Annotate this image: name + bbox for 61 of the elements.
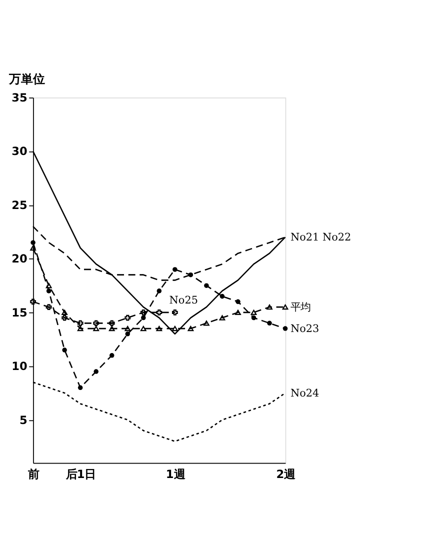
point bbox=[93, 326, 100, 332]
point bbox=[156, 288, 162, 294]
x-tick-label: 前 bbox=[26, 468, 39, 482]
point bbox=[235, 310, 241, 316]
point bbox=[140, 326, 146, 332]
point bbox=[46, 304, 52, 310]
point bbox=[77, 326, 84, 332]
point bbox=[188, 326, 194, 332]
point bbox=[267, 320, 272, 326]
point bbox=[266, 304, 272, 310]
point bbox=[30, 245, 36, 251]
y-tick-label: 35 bbox=[12, 91, 28, 104]
point bbox=[204, 320, 210, 326]
point bbox=[108, 326, 115, 332]
y-tick-label: 5 bbox=[20, 414, 28, 427]
point bbox=[109, 353, 114, 358]
point bbox=[93, 320, 100, 326]
point bbox=[108, 320, 115, 326]
point bbox=[30, 240, 36, 245]
point bbox=[125, 332, 130, 336]
point bbox=[78, 385, 83, 390]
series-label: No24 bbox=[290, 387, 320, 400]
series-label: No23 bbox=[290, 323, 320, 336]
point bbox=[188, 272, 194, 278]
point bbox=[172, 326, 178, 332]
point bbox=[172, 309, 178, 316]
x-tick-label: 1週 bbox=[166, 468, 186, 482]
point bbox=[251, 315, 256, 320]
point bbox=[62, 314, 68, 321]
point bbox=[46, 288, 52, 294]
point bbox=[282, 304, 288, 310]
text: No21 No22 bbox=[290, 232, 352, 244]
y-tick-label: 30 bbox=[12, 145, 28, 158]
point bbox=[124, 314, 131, 321]
point bbox=[172, 267, 178, 272]
point bbox=[62, 310, 68, 316]
point bbox=[46, 282, 52, 288]
y-tick-label: 10 bbox=[12, 360, 28, 374]
point bbox=[250, 310, 257, 316]
point bbox=[77, 320, 84, 326]
point bbox=[220, 294, 225, 299]
point bbox=[282, 326, 288, 331]
point bbox=[94, 369, 98, 374]
point bbox=[204, 283, 209, 288]
point bbox=[124, 326, 131, 332]
point bbox=[219, 315, 226, 320]
point bbox=[156, 326, 162, 332]
x-tick-label: 后1日 bbox=[64, 468, 96, 482]
y-tick-label: 25 bbox=[12, 198, 28, 212]
y-axis-title: 万単位 bbox=[8, 72, 46, 86]
series-label: 平均 bbox=[290, 302, 310, 314]
point bbox=[140, 309, 146, 316]
point bbox=[141, 315, 146, 320]
point bbox=[62, 348, 67, 352]
point bbox=[156, 309, 162, 316]
point bbox=[30, 298, 36, 305]
y-tick-label: 15 bbox=[12, 306, 28, 320]
point bbox=[236, 299, 240, 304]
series-label: No25 bbox=[169, 294, 198, 307]
y-tick-label: 20 bbox=[12, 252, 28, 266]
x-tick-label: 2週 bbox=[276, 468, 296, 482]
